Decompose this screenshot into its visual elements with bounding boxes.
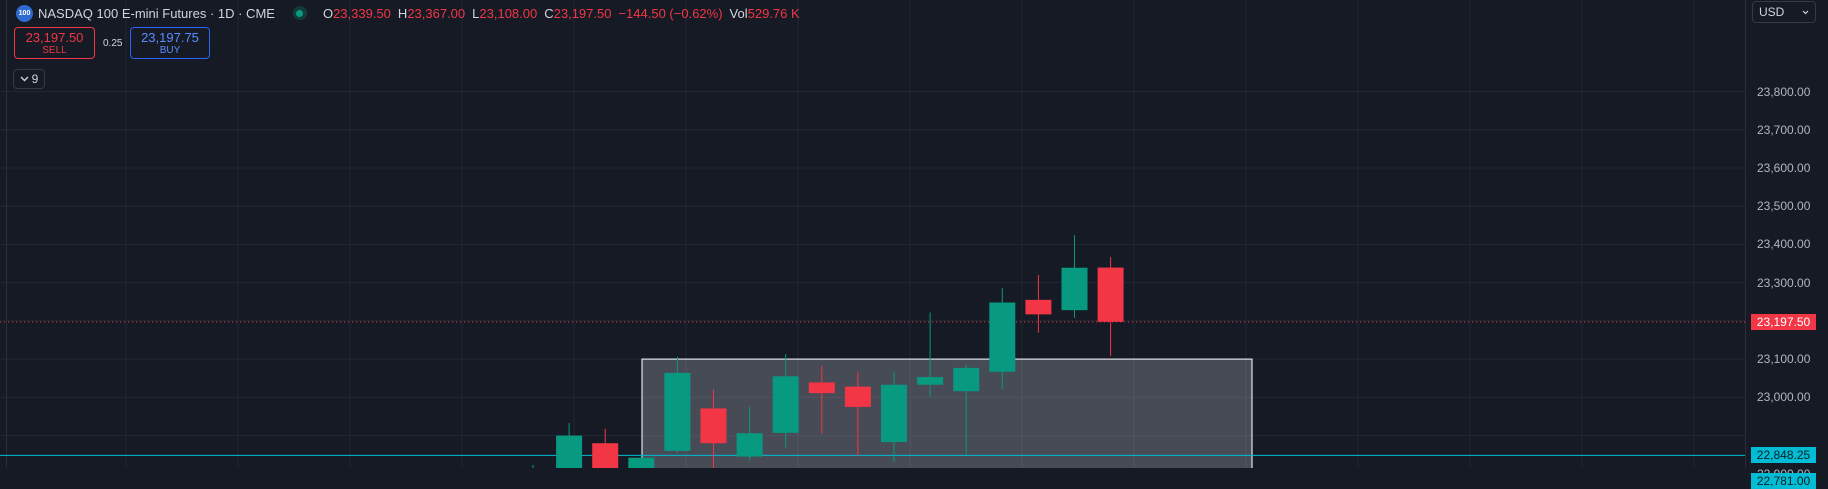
spread-value: 0.25 xyxy=(103,38,123,49)
price-tick: 23,800.00 xyxy=(1757,84,1811,99)
candle-up xyxy=(917,377,944,385)
indicator-count: 9 xyxy=(31,72,39,86)
currency-select[interactable]: USD xyxy=(1752,1,1816,23)
symbol-legend: 100 NASDAQ 100 E-mini Futures · 1D · CME… xyxy=(16,3,800,23)
horizontal-line-price-badge: 22,848.25 xyxy=(1751,447,1816,464)
price-tick: 23,400.00 xyxy=(1757,237,1811,252)
candle-up xyxy=(628,457,655,468)
buy-label: BUY xyxy=(159,44,181,56)
price-tick: 23,300.00 xyxy=(1757,275,1811,290)
candle-up xyxy=(772,376,799,433)
price-tick: 23,100.00 xyxy=(1757,352,1811,367)
market-open-icon xyxy=(292,6,307,20)
candle-up xyxy=(1061,267,1088,311)
price-tick: 23,600.00 xyxy=(1757,160,1811,175)
candle-down xyxy=(700,408,727,444)
sell-button[interactable]: 23,197.50 SELL xyxy=(14,27,95,59)
nasdaq-logo-icon: 100 xyxy=(16,4,33,22)
candle-down xyxy=(1025,299,1052,315)
ohlc-high: H23,367.00 xyxy=(397,5,466,21)
sell-price: 23,197.50 xyxy=(25,29,84,45)
ohlc-open: O23,339.50 xyxy=(322,5,391,21)
price-chart[interactable] xyxy=(0,0,1828,468)
candle-up xyxy=(881,384,907,443)
ohlc-low: L23,108.00 xyxy=(472,5,538,21)
candle-down xyxy=(844,386,871,407)
symbol-title[interactable]: NASDAQ 100 E-mini Futures · 1D · CME xyxy=(38,5,275,21)
ohlc-volume: Vol529.76 K xyxy=(729,5,800,21)
candle-up xyxy=(989,302,1016,372)
currency-value: USD xyxy=(1759,5,1785,19)
candle-up xyxy=(953,367,980,392)
buy-price: 23,197.75 xyxy=(141,29,199,45)
candle-down xyxy=(1097,267,1124,322)
ohlc-close: C23,197.50 xyxy=(544,5,612,21)
price-tick: 23,000.00 xyxy=(1757,390,1811,405)
price-tick: 23,700.00 xyxy=(1757,122,1811,137)
candle-down xyxy=(592,443,619,468)
rectangle-drawing xyxy=(641,358,1253,468)
candle-down xyxy=(808,382,835,394)
last-price-badge: 23,197.50 xyxy=(1751,313,1816,330)
ohlc-change: −144.50 (−0.62%) xyxy=(618,5,723,21)
horizontal-line-price-badge: 22,781.00 xyxy=(1751,473,1816,489)
candle-up xyxy=(664,372,691,451)
candle-up xyxy=(556,435,583,468)
candle-up xyxy=(736,433,763,457)
price-tick: 23,500.00 xyxy=(1757,199,1811,214)
buy-button[interactable]: 23,197.75 BUY xyxy=(130,27,210,59)
chevron-down-icon xyxy=(1802,10,1809,14)
ohlc-values: O23,339.50 H23,367.00 L23,108.00 C23,197… xyxy=(323,6,800,21)
indicators-toggle-button[interactable]: 9 xyxy=(13,69,45,89)
sell-label: SELL xyxy=(42,44,67,56)
chevron-down-icon xyxy=(20,76,29,82)
